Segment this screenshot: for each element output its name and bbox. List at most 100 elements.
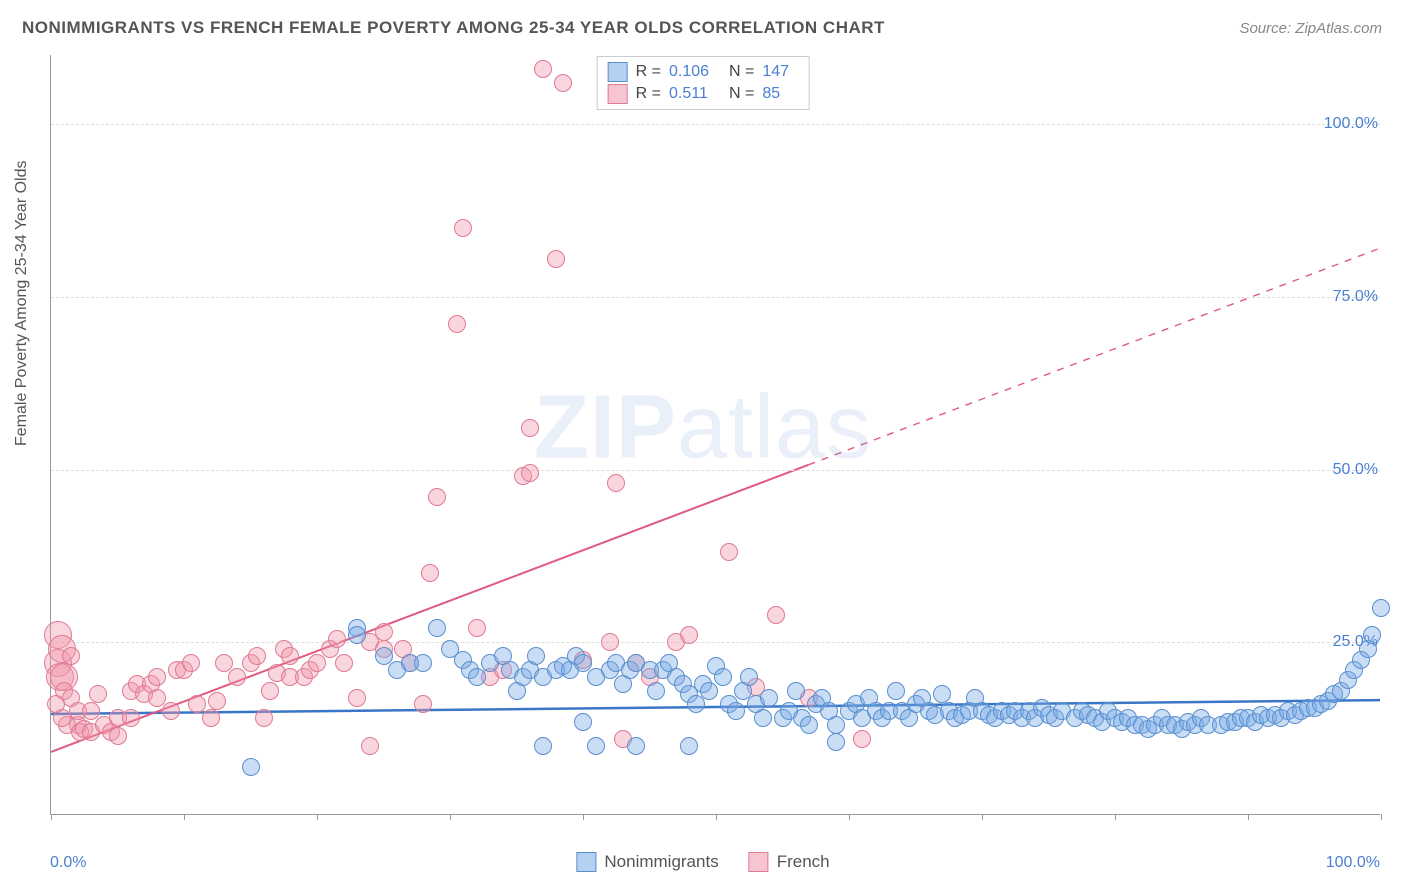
data-point (700, 682, 718, 700)
gridline (51, 470, 1380, 471)
data-point (428, 619, 446, 637)
data-point (720, 543, 738, 561)
data-point (521, 419, 539, 437)
data-point (534, 737, 552, 755)
data-point (521, 464, 539, 482)
data-point (109, 727, 127, 745)
y-tick-label: 75.0% (1333, 288, 1378, 306)
data-point (255, 709, 273, 727)
data-point (468, 619, 486, 637)
x-tick (184, 814, 185, 820)
legend-n-label: N = (729, 63, 754, 81)
correlation-legend: R = 0.106 N = 147 R = 0.511 N = 85 (597, 56, 810, 110)
data-point (554, 74, 572, 92)
legend-n-value: 85 (762, 85, 798, 103)
trend-line-solid (51, 700, 1380, 714)
data-point (148, 668, 166, 686)
data-point (228, 668, 246, 686)
x-tick (583, 814, 584, 820)
data-point (421, 564, 439, 582)
data-point (760, 689, 778, 707)
data-point (547, 250, 565, 268)
legend-n-label: N = (729, 85, 754, 103)
data-point (348, 689, 366, 707)
data-point (335, 654, 353, 672)
legend-swatch (608, 62, 628, 82)
data-point (933, 685, 951, 703)
legend-r-value: 0.511 (669, 85, 721, 103)
trend-lines (51, 55, 1380, 814)
data-point (261, 682, 279, 700)
data-point (714, 668, 732, 686)
data-point (627, 737, 645, 755)
data-point (787, 682, 805, 700)
series-legend: Nonimmigrants French (576, 852, 829, 872)
data-point (47, 695, 65, 713)
data-point (162, 702, 180, 720)
data-point (800, 716, 818, 734)
x-tick (450, 814, 451, 820)
data-point (348, 626, 366, 644)
chart-title: NONIMMIGRANTS VS FRENCH FEMALE POVERTY A… (22, 18, 885, 38)
legend-r-value: 0.106 (669, 63, 721, 81)
data-point (328, 630, 346, 648)
legend-n-value: 147 (762, 63, 798, 81)
scatter-chart: 25.0%50.0%75.0%100.0% (50, 55, 1380, 815)
data-point (448, 315, 466, 333)
legend-swatch (749, 852, 769, 872)
data-point (89, 685, 107, 703)
legend-row: R = 0.106 N = 147 (608, 61, 799, 83)
data-point (375, 623, 393, 641)
data-point (853, 730, 871, 748)
x-tick (51, 814, 52, 820)
data-point (607, 474, 625, 492)
data-point (601, 633, 619, 651)
data-point (122, 709, 140, 727)
gridline (51, 642, 1380, 643)
data-point (308, 654, 326, 672)
data-point (414, 654, 432, 672)
data-point (248, 647, 266, 665)
data-point (827, 716, 845, 734)
data-point (767, 606, 785, 624)
data-point (687, 695, 705, 713)
data-point (202, 709, 220, 727)
data-point (62, 647, 80, 665)
data-point (454, 219, 472, 237)
data-point (740, 668, 758, 686)
data-point (647, 682, 665, 700)
data-point (281, 647, 299, 665)
data-point (527, 647, 545, 665)
data-point (1363, 626, 1381, 644)
data-point (680, 737, 698, 755)
data-point (887, 682, 905, 700)
y-axis-label: Female Poverty Among 25-34 Year Olds (13, 161, 31, 447)
data-point (827, 733, 845, 751)
legend-swatch (608, 84, 628, 104)
x-axis-min-label: 0.0% (50, 854, 86, 872)
data-point (754, 709, 772, 727)
legend-label: Nonimmigrants (604, 852, 718, 872)
x-tick (716, 814, 717, 820)
legend-r-label: R = (636, 63, 661, 81)
data-point (587, 737, 605, 755)
data-point (428, 488, 446, 506)
legend-r-label: R = (636, 85, 661, 103)
data-point (727, 702, 745, 720)
data-point (574, 713, 592, 731)
legend-swatch (576, 852, 596, 872)
gridline (51, 124, 1380, 125)
data-point (182, 654, 200, 672)
source-label: Source: ZipAtlas.com (1239, 20, 1382, 37)
data-point (414, 695, 432, 713)
data-point (1372, 599, 1390, 617)
data-point (208, 692, 226, 710)
x-axis-max-label: 100.0% (1326, 854, 1380, 872)
trend-line-dashed (809, 248, 1380, 465)
x-tick (1381, 814, 1382, 820)
x-tick (849, 814, 850, 820)
x-tick (982, 814, 983, 820)
legend-label: French (777, 852, 830, 872)
y-tick-label: 100.0% (1324, 115, 1378, 133)
legend-row: R = 0.511 N = 85 (608, 83, 799, 105)
